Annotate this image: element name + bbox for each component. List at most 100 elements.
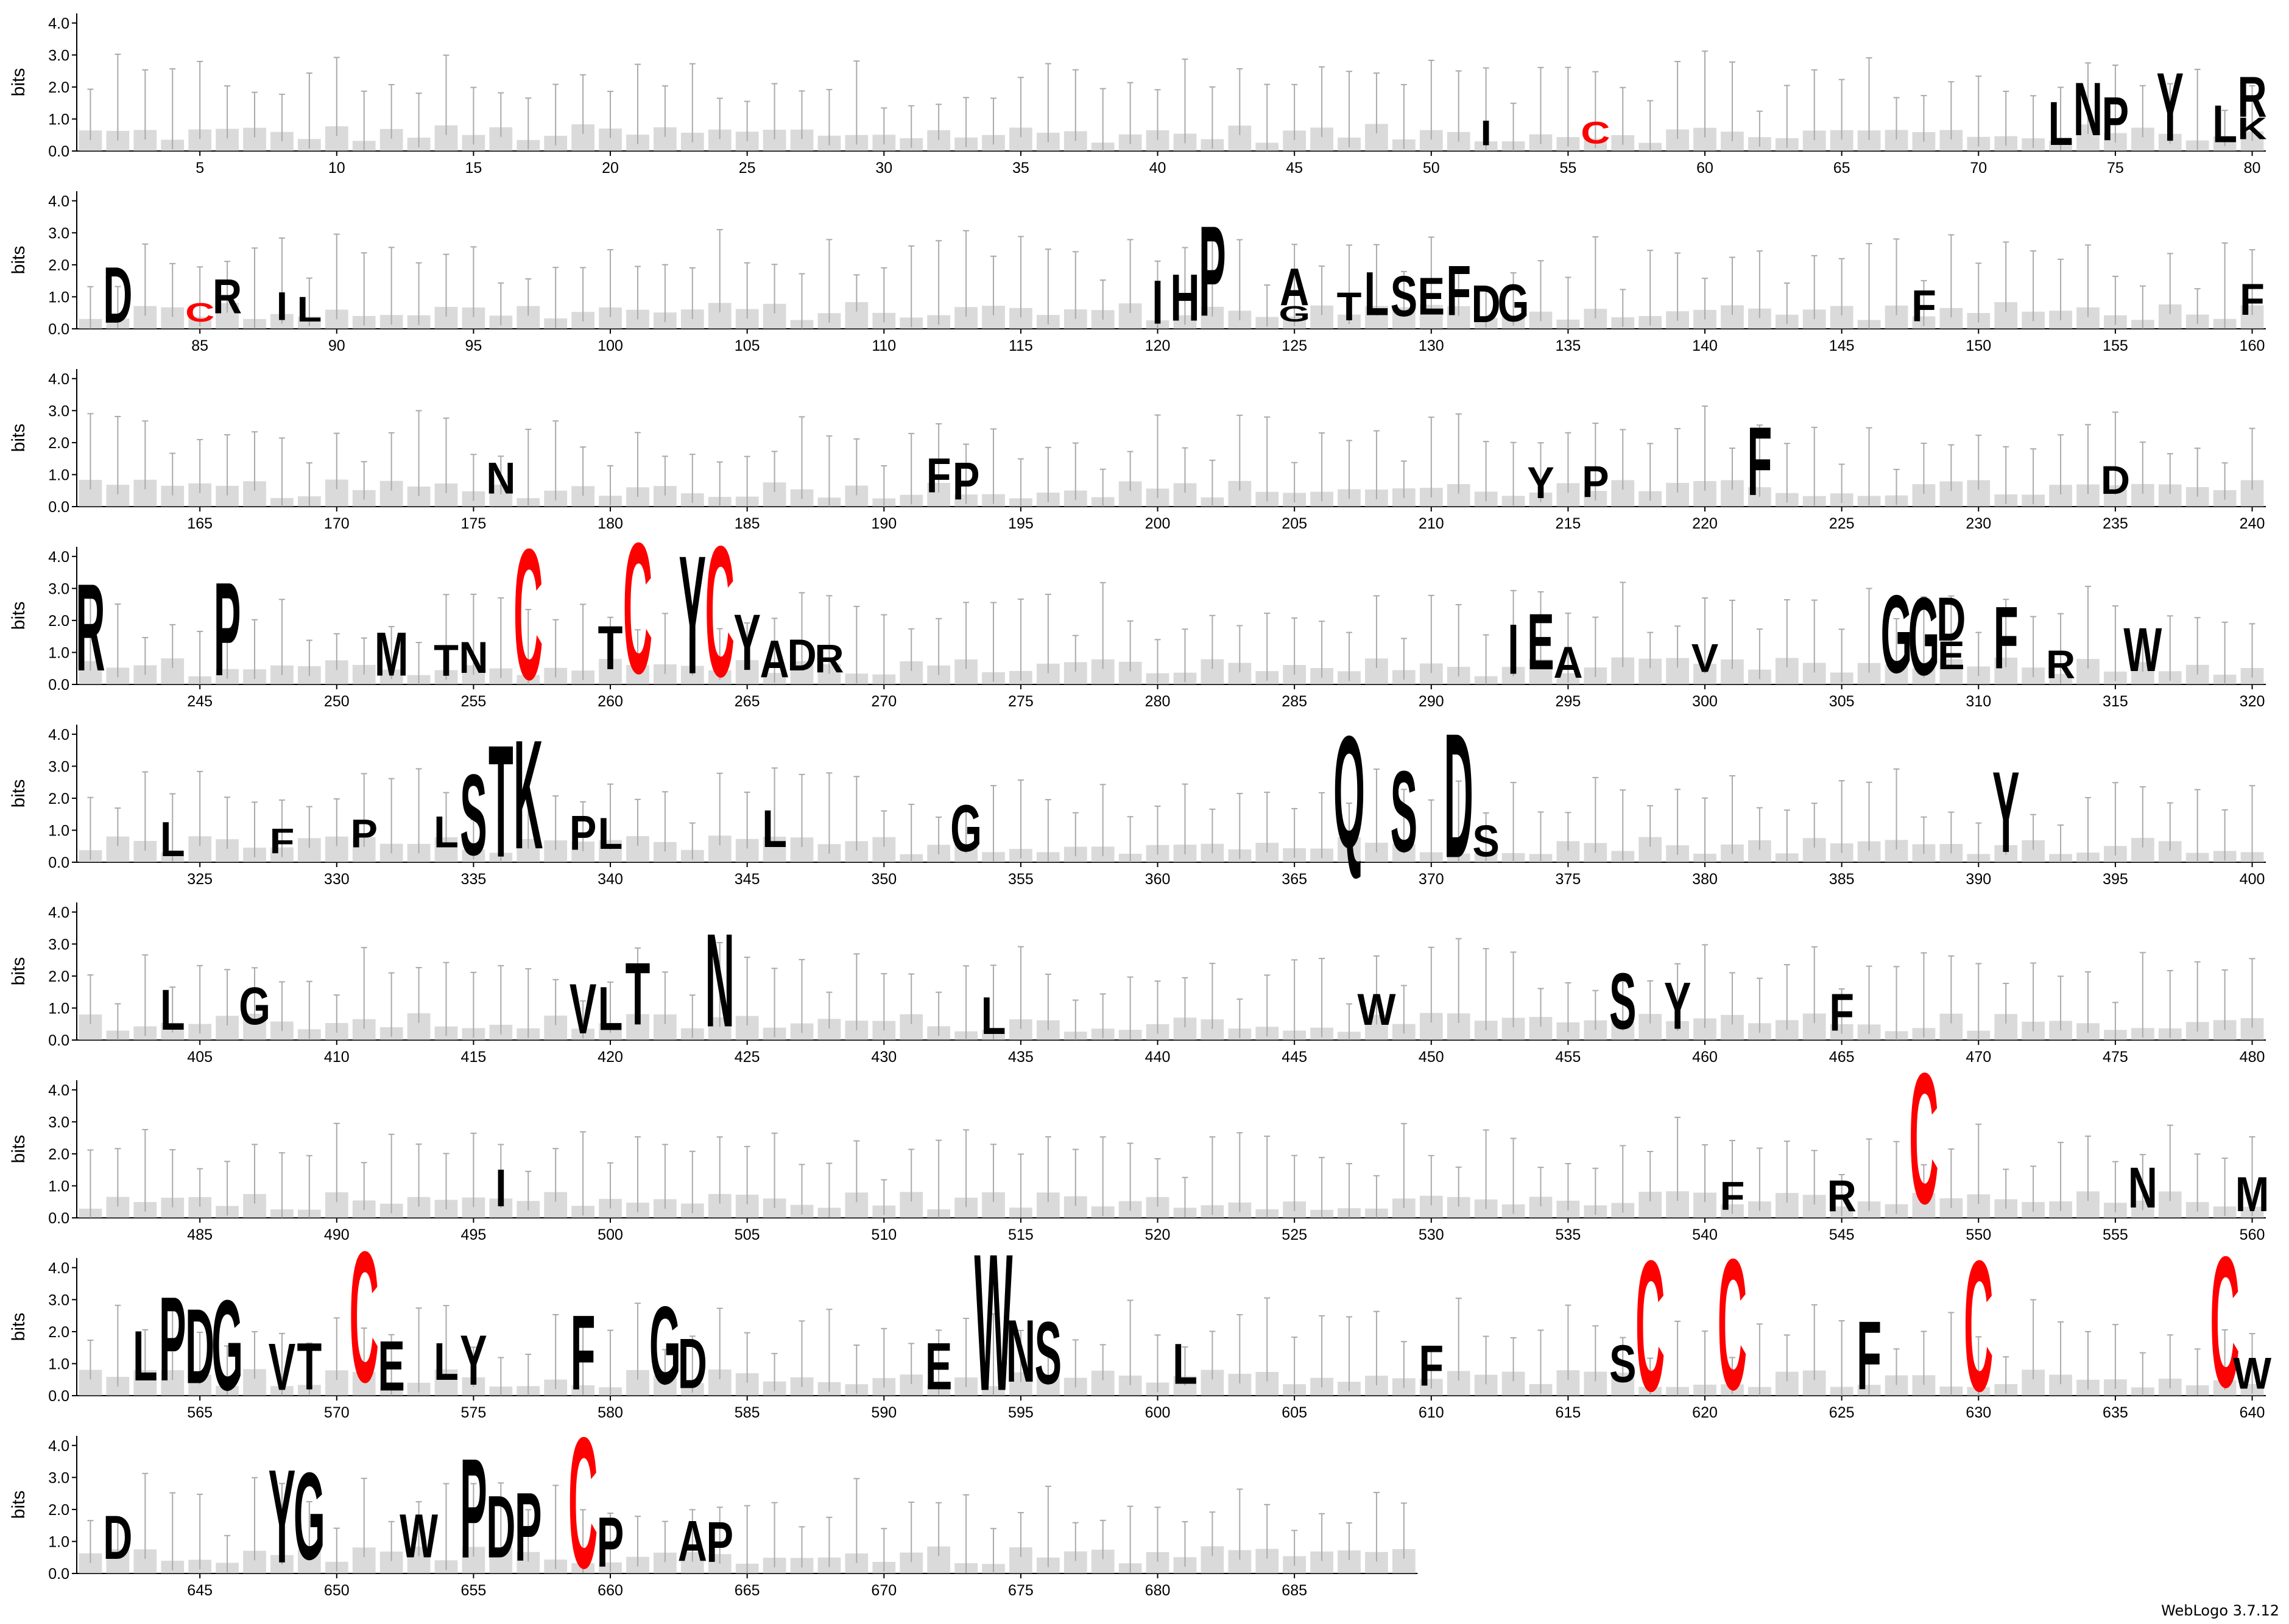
x-tick-label: 380 xyxy=(1692,871,1718,888)
x-tick-label: 570 xyxy=(324,1404,350,1421)
logo-letter: Y xyxy=(733,599,760,687)
logo-letter: D xyxy=(486,1477,515,1577)
logo-letter: Y xyxy=(1527,458,1554,507)
x-tick-label: 215 xyxy=(1556,515,1581,532)
y-tick-label: 3.0 xyxy=(48,1114,69,1131)
x-tick-label: 540 xyxy=(1692,1226,1718,1243)
logo-letter: R xyxy=(2237,65,2266,129)
x-tick-label: 530 xyxy=(1419,1226,1444,1243)
y-tick-label: 3.0 xyxy=(48,936,69,953)
y-tick-label: 2.0 xyxy=(48,435,69,452)
x-tick-label: 455 xyxy=(1556,1049,1581,1066)
y-tick-label: 4.0 xyxy=(48,1438,69,1455)
y-axis-label: bits xyxy=(9,1135,29,1164)
x-tick-label: 440 xyxy=(1145,1049,1171,1066)
logo-letter: Q xyxy=(1333,702,1365,882)
logo-letter: L xyxy=(598,974,623,1044)
x-tick-label: 205 xyxy=(1282,515,1307,532)
logo-letter: T xyxy=(626,944,651,1044)
logo-letter: D xyxy=(1444,696,1473,895)
x-tick-label: 65 xyxy=(1833,160,1850,177)
x-tick-label: 450 xyxy=(1419,1049,1444,1066)
x-tick-label: 80 xyxy=(2244,160,2261,177)
logo-letter: E xyxy=(1418,267,1445,326)
logo-letter: C xyxy=(1964,1222,1993,1431)
x-tick-label: 490 xyxy=(324,1226,350,1243)
logo-letter: L xyxy=(598,809,623,858)
logo-letter: A xyxy=(1280,258,1309,317)
logo-letter: A xyxy=(1553,638,1582,687)
y-tick-label: 0.0 xyxy=(48,1388,69,1405)
logo-letter: E xyxy=(1938,634,1964,678)
logo-letter: G xyxy=(950,792,982,866)
logo-letter: Y xyxy=(460,1321,487,1401)
x-tick-label: 145 xyxy=(1829,337,1855,354)
x-tick-label: 510 xyxy=(871,1226,897,1243)
logo-letter: E xyxy=(378,1327,404,1406)
x-tick-label: 360 xyxy=(1145,871,1171,888)
logo-letter: M xyxy=(375,620,409,689)
x-tick-label: 155 xyxy=(2103,337,2128,354)
x-tick-label: 550 xyxy=(1966,1226,1991,1243)
logo-letter: P xyxy=(597,1503,624,1583)
y-tick-label: 3.0 xyxy=(48,580,69,597)
y-tick-label: 0.0 xyxy=(48,321,69,338)
logo-letter: P xyxy=(460,1430,487,1588)
logo-letter: T xyxy=(1337,284,1362,329)
logo-letter: S xyxy=(1609,957,1636,1046)
y-tick-label: 1.0 xyxy=(48,111,69,128)
y-axis-label: bits xyxy=(9,1491,29,1519)
logo-letter: F xyxy=(1419,1334,1444,1398)
logo-letter: D xyxy=(2101,458,2130,502)
logo-letter: I xyxy=(1480,113,1492,153)
x-tick-label: 265 xyxy=(735,693,760,710)
x-tick-label: 70 xyxy=(1970,160,1987,177)
logo-letter: F xyxy=(1446,251,1471,331)
x-tick-label: 105 xyxy=(735,337,760,354)
x-tick-label: 5 xyxy=(196,160,204,177)
logo-letter: L xyxy=(297,290,322,329)
logo-letter: I xyxy=(495,1159,507,1218)
x-tick-label: 400 xyxy=(2240,871,2265,888)
x-tick-label: 635 xyxy=(2103,1404,2128,1421)
x-tick-label: 640 xyxy=(2240,1404,2265,1421)
logo-letter: I xyxy=(1152,268,1163,337)
x-tick-label: 175 xyxy=(461,515,487,532)
y-tick-label: 4.0 xyxy=(48,193,69,210)
x-tick-label: 270 xyxy=(871,693,897,710)
x-tick-label: 235 xyxy=(2103,515,2128,532)
y-axis-label: bits xyxy=(9,246,29,275)
logo-letter: V xyxy=(1691,636,1718,681)
x-tick-label: 500 xyxy=(598,1226,623,1243)
y-axis-label: bits xyxy=(9,424,29,452)
logo-letter: P xyxy=(570,806,596,860)
logo-letter: P xyxy=(953,452,979,511)
x-tick-label: 370 xyxy=(1419,871,1444,888)
logo-letter: N xyxy=(705,906,735,1055)
logo-letter: A xyxy=(760,630,789,689)
y-tick-label: 1.0 xyxy=(48,289,69,306)
x-tick-label: 535 xyxy=(1556,1226,1581,1243)
x-tick-label: 345 xyxy=(735,871,760,888)
x-tick-label: 10 xyxy=(328,160,345,177)
x-tick-label: 650 xyxy=(324,1582,350,1599)
y-axis-label: bits xyxy=(9,68,29,97)
x-tick-label: 625 xyxy=(1829,1404,1855,1421)
logo-letter: C xyxy=(1635,1222,1665,1431)
x-tick-label: 595 xyxy=(1008,1404,1034,1421)
x-tick-label: 290 xyxy=(1419,693,1444,710)
y-tick-label: 4.0 xyxy=(48,1260,69,1277)
logo-letter: S xyxy=(1035,1304,1062,1403)
y-tick-label: 2.0 xyxy=(48,1146,69,1163)
x-tick-label: 505 xyxy=(735,1226,760,1243)
x-tick-label: 25 xyxy=(739,160,756,177)
y-tick-label: 4.0 xyxy=(48,1082,69,1099)
x-tick-label: 520 xyxy=(1145,1226,1171,1243)
logo-letter: R xyxy=(1827,1171,1857,1220)
y-tick-label: 0.0 xyxy=(48,854,69,871)
logo-letter: D xyxy=(1472,275,1501,334)
